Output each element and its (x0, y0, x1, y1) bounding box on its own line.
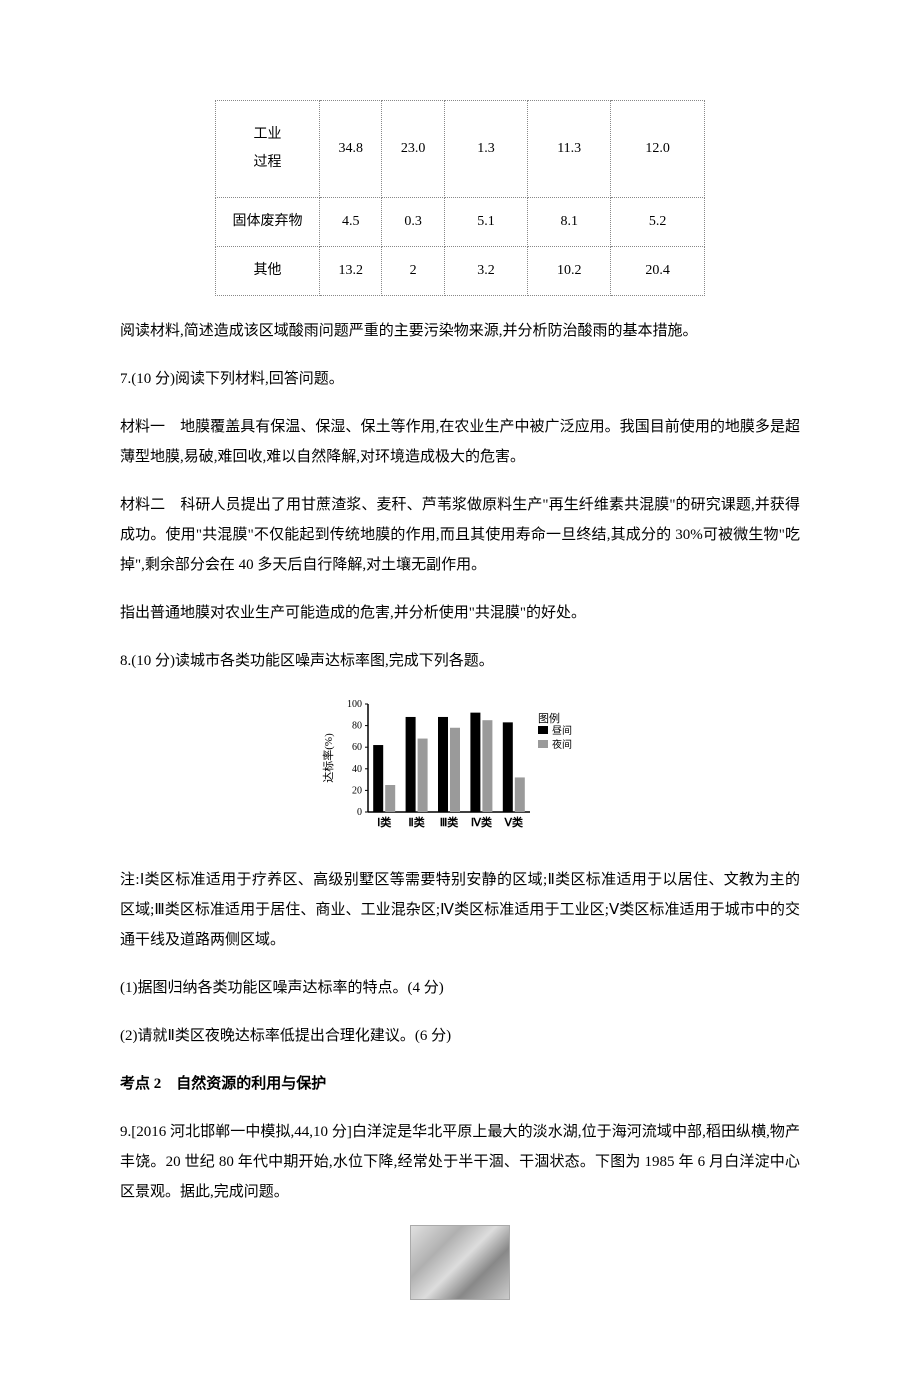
question-8-note: 注:Ⅰ类区标准适用于疗养区、高级别墅区等需要特别安静的区域;Ⅱ类区标准适用于以居… (120, 865, 800, 955)
noise-bar-chart: 0 20 40 60 80 100 达标率(%) Ⅰ类 Ⅱ类 Ⅲ类 Ⅳ类 Ⅴ类 图例昼间夜间 (320, 694, 600, 834)
baiyangdian-image (410, 1225, 510, 1300)
svg-text:0: 0 (357, 807, 362, 818)
table-row: 固体废弃物4.50.35.18.15.2 (216, 198, 705, 247)
cell: 20.4 (611, 247, 705, 296)
svg-text:Ⅴ类: Ⅴ类 (504, 815, 525, 829)
svg-text:达标率(%): 达标率(%) (321, 733, 335, 783)
material-2: 材料二 科研人员提出了用甘蔗渣浆、麦秆、芦苇浆做原料生产"再生纤维素共混膜"的研… (120, 490, 800, 580)
svg-text:Ⅲ类: Ⅲ类 (440, 815, 460, 829)
svg-text:20: 20 (352, 785, 362, 796)
svg-text:夜间: 夜间 (552, 738, 572, 751)
cell: 12.0 (611, 101, 705, 198)
svg-text:40: 40 (352, 764, 362, 775)
svg-text:昼间: 昼间 (552, 724, 572, 737)
question-7-ask: 指出普通地膜对农业生产可能造成的危害,并分析使用"共混膜"的好处。 (120, 598, 800, 628)
material-1: 材料一 地膜覆盖具有保温、保湿、保土等作用,在农业生产中被广泛应用。我国目前使用… (120, 412, 800, 472)
row-label: 工业过程 (216, 101, 320, 198)
cell: 23.0 (382, 101, 444, 198)
row-label: 其他 (216, 247, 320, 296)
cell: 5.2 (611, 198, 705, 247)
table-row: 工业过程34.823.01.311.312.0 (216, 101, 705, 198)
svg-text:Ⅳ类: Ⅳ类 (471, 815, 493, 829)
cell: 4.5 (320, 198, 382, 247)
cell: 11.3 (528, 101, 611, 198)
cell: 0.3 (382, 198, 444, 247)
svg-text:60: 60 (352, 742, 362, 753)
data-table: 工业过程34.823.01.311.312.0固体废弃物4.50.35.18.1… (215, 100, 705, 296)
question-8-heading: 8.(10 分)读城市各类功能区噪声达标率图,完成下列各题。 (120, 646, 800, 676)
svg-text:图例: 图例 (538, 711, 560, 725)
noise-chart-container: 0 20 40 60 80 100 达标率(%) Ⅰ类 Ⅱ类 Ⅲ类 Ⅳ类 Ⅴ类 图例昼间夜间 (120, 694, 800, 845)
row-label: 固体废弃物 (216, 198, 320, 247)
question-8-part-2: (2)请就Ⅱ类区夜晚达标率低提出合理化建议。(6 分) (120, 1021, 800, 1051)
question-9: 9.[2016 河北邯郸一中模拟,44,10 分]白洋淀是华北平原上最大的淡水湖… (120, 1117, 800, 1207)
question-7-heading: 7.(10 分)阅读下列材料,回答问题。 (120, 364, 800, 394)
cell: 5.1 (444, 198, 527, 247)
paragraph-acid-rain: 阅读材料,简述造成该区域酸雨问题严重的主要污染物来源,并分析防治酸雨的基本措施。 (120, 316, 800, 346)
cell: 8.1 (528, 198, 611, 247)
svg-text:Ⅱ类: Ⅱ类 (408, 815, 425, 829)
cell: 2 (382, 247, 444, 296)
svg-text:100: 100 (347, 699, 362, 710)
svg-text:80: 80 (352, 721, 362, 732)
cell: 13.2 (320, 247, 382, 296)
svg-text:Ⅰ类: Ⅰ类 (377, 815, 392, 829)
table-row: 其他13.223.210.220.4 (216, 247, 705, 296)
cell: 10.2 (528, 247, 611, 296)
cell: 34.8 (320, 101, 382, 198)
cell: 3.2 (444, 247, 527, 296)
question-8-part-1: (1)据图归纳各类功能区噪声达标率的特点。(4 分) (120, 973, 800, 1003)
section-2-heading: 考点 2 自然资源的利用与保护 (120, 1069, 800, 1099)
cell: 1.3 (444, 101, 527, 198)
